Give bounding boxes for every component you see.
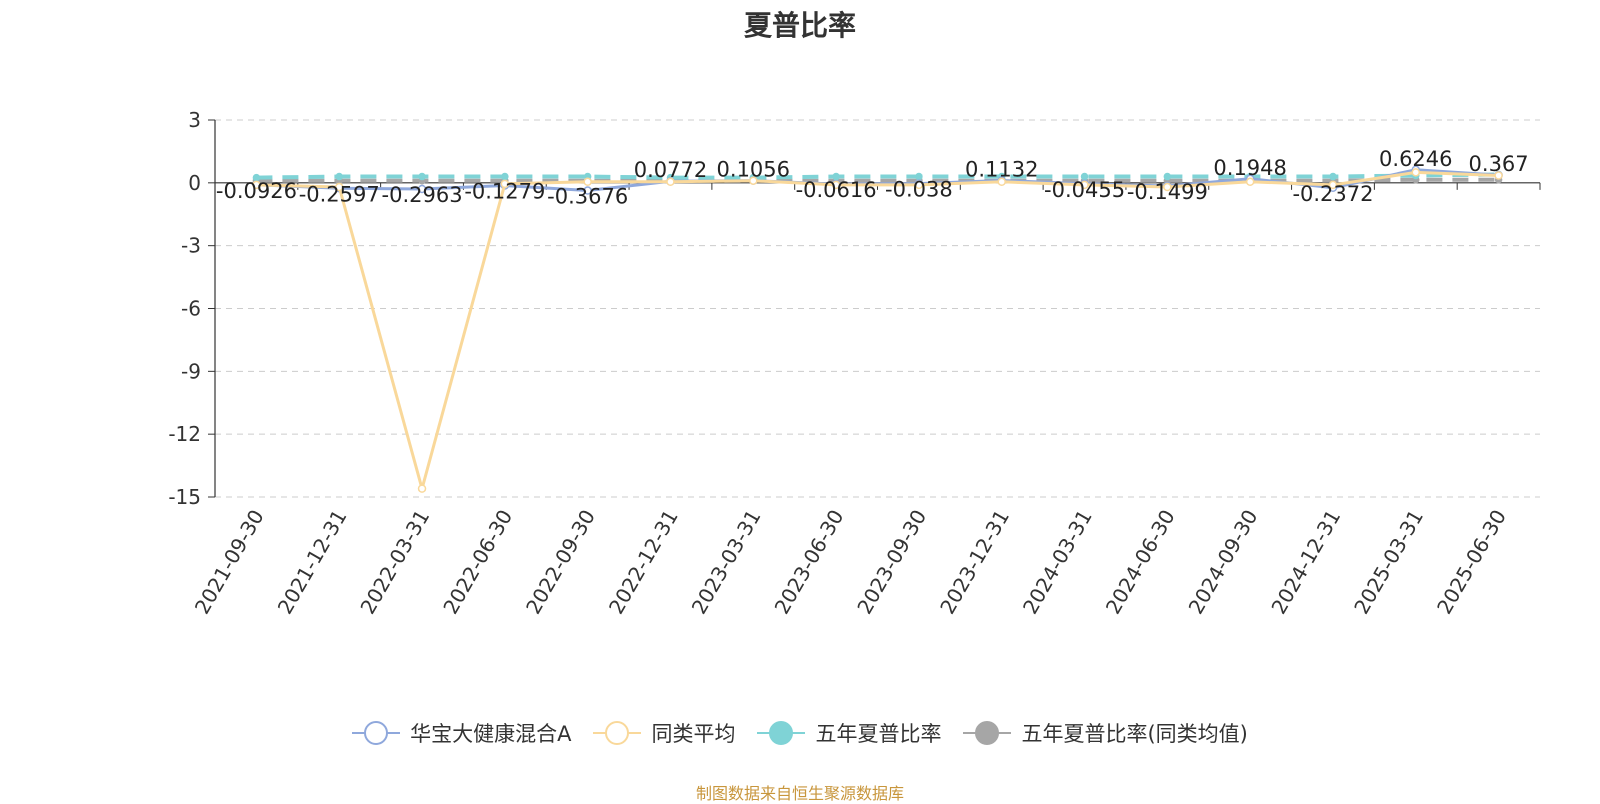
data-point (334, 182, 344, 192)
source-note: 制图数据来自恒生聚源数据库 (695, 784, 904, 803)
data-point (1328, 180, 1338, 190)
data-label: -0.2963 (382, 183, 463, 207)
x-tick-label: 2024-12-31 (1266, 506, 1345, 619)
legend-swatch-icon (593, 721, 642, 745)
data-label: -0.038 (885, 178, 953, 202)
x-tick-label: 2023-03-31 (687, 506, 766, 619)
data-label: -0.1279 (464, 180, 545, 204)
x-tick-label: 2022-06-30 (438, 506, 517, 619)
data-point (1329, 172, 1337, 181)
legend: 华宝大健康混合A 同类平均 五年夏普比率 五年夏普比率(同类均值) (0, 718, 1600, 748)
data-point (500, 179, 510, 189)
data-point (1080, 180, 1089, 190)
legend-label: 五年夏普比率(同类均值) (1021, 722, 1248, 746)
data-point (583, 177, 592, 187)
x-tick-label: 2024-03-31 (1018, 506, 1097, 619)
data-point (1163, 182, 1172, 192)
legend-swatch-icon (352, 721, 401, 745)
data-point (583, 186, 592, 195)
data-label: 0.1132 (965, 157, 1038, 181)
legend-item[interactable]: 五年夏普比率 (757, 718, 941, 748)
data-point (831, 180, 841, 190)
data-point (417, 484, 427, 493)
data-label: -0.3676 (547, 185, 628, 209)
data-label: 0.367 (1469, 152, 1529, 176)
legend-item[interactable]: 同类平均 (593, 718, 735, 748)
series-line (256, 170, 1499, 491)
data-label: -0.2372 (1292, 182, 1373, 206)
data-point (749, 176, 758, 185)
data-point (997, 177, 1006, 187)
series-line (256, 177, 1499, 183)
data-point (417, 184, 427, 194)
data-point (666, 177, 675, 187)
legend-item[interactable]: 五年夏普比率(同类均值) (963, 718, 1248, 748)
legend-label: 同类平均 (651, 722, 736, 746)
data-point (1494, 171, 1503, 180)
data-point (252, 180, 261, 190)
y-tick-label: 0 (188, 171, 201, 195)
data-label: 0.1948 (1213, 156, 1286, 180)
x-tick-label: 2021-09-30 (190, 506, 269, 619)
grid-lines (215, 119, 1540, 498)
data-label: 0.1056 (717, 158, 790, 182)
legend-swatch-icon (963, 721, 1012, 745)
chart-title: 夏普比率 (743, 9, 856, 42)
x-tick-label: 2023-06-30 (770, 506, 849, 619)
y-tick-label: -15 (168, 485, 201, 509)
data-label: -0.0926 (216, 179, 297, 203)
y-tick-label: -6 (181, 297, 201, 321)
series-layer (252, 165, 1503, 493)
data-point (335, 172, 343, 181)
data-label: 0.6246 (1379, 147, 1452, 171)
y-tick-label: -12 (168, 422, 201, 446)
legend-item[interactable]: 华宝大健康混合A (352, 718, 571, 748)
y-tick-label: 3 (188, 108, 201, 132)
y-tick-label: -9 (181, 359, 201, 383)
data-label: -0.0616 (796, 178, 877, 202)
x-tick-label: 2024-06-30 (1101, 506, 1180, 619)
x-tick-label: 2022-09-30 (521, 506, 600, 619)
data-point (914, 180, 924, 190)
legend-label: 五年夏普比率 (815, 722, 942, 746)
x-tick-label: 2024-09-30 (1184, 506, 1263, 619)
y-tick-label: -3 (181, 234, 201, 258)
data-label: -0.0455 (1044, 178, 1125, 202)
legend-swatch-icon (757, 721, 806, 745)
data-point (1245, 177, 1255, 187)
data-point (501, 172, 509, 181)
x-tick-label: 2025-03-31 (1349, 506, 1428, 619)
x-tick-label: 2021-12-31 (273, 506, 352, 619)
x-tick-label: 2023-12-31 (935, 506, 1014, 619)
data-label: -0.1499 (1127, 180, 1208, 204)
data-point (1411, 168, 1421, 177)
series-line (256, 172, 1499, 180)
data-point (832, 172, 840, 181)
data-labels: -0.0926 -0.2597 -0.2963 -0.1279 -0.36760.077… (216, 147, 1529, 209)
data-label: -0.2597 (299, 182, 380, 206)
legend-label: 华宝大健康混合A (410, 722, 572, 746)
x-tick-label: 2025-06-30 (1432, 506, 1511, 619)
x-tick-label: 2022-03-31 (355, 506, 434, 619)
data-point (1163, 172, 1172, 181)
x-tick-label: 2023-09-30 (852, 506, 931, 619)
data-point (418, 172, 426, 181)
x-tick-label: 2022-12-31 (604, 506, 683, 619)
data-label: 0.0772 (634, 158, 707, 182)
